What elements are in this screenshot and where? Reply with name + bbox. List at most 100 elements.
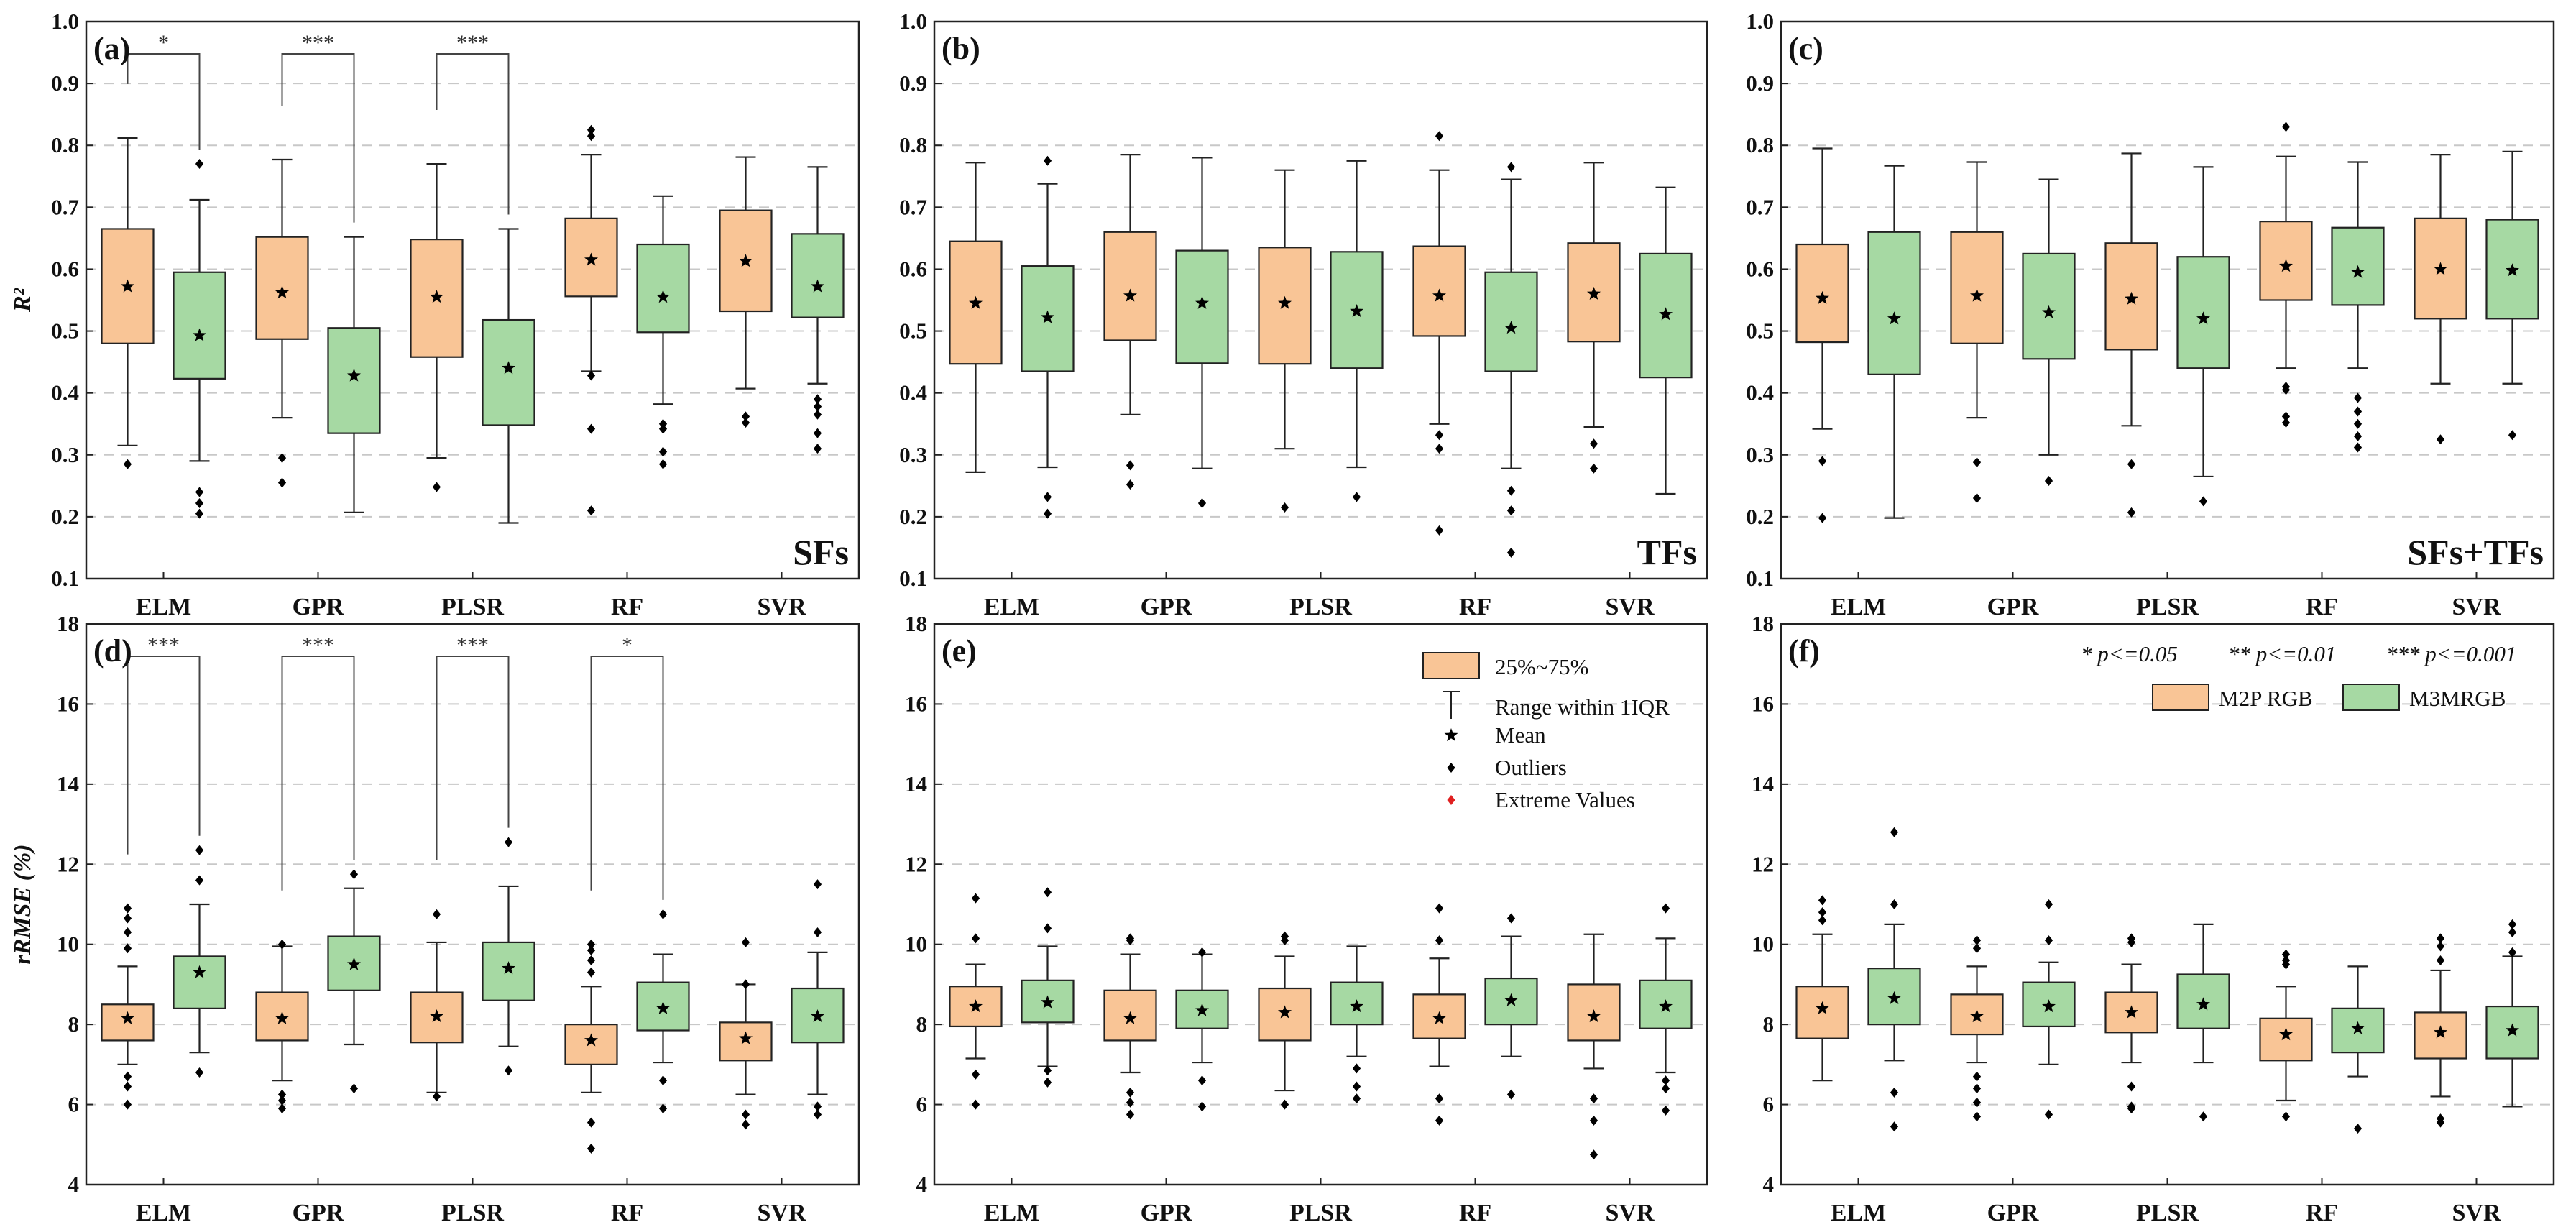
outlier-point <box>1435 1093 1444 1104</box>
outlier-point <box>1126 460 1135 471</box>
panel-tag: SFs+TFs <box>2407 532 2544 572</box>
outlier-point <box>1435 1115 1444 1126</box>
mean-marker <box>2042 999 2056 1013</box>
y-tick-label: 0.6 <box>1746 256 1774 281</box>
box-rf-m3mrgb <box>636 909 690 1114</box>
significance-bracket: * <box>590 633 664 900</box>
outlier-point <box>658 446 668 457</box>
outlier-point <box>432 1091 441 1102</box>
box-elm-m3mrgb <box>1021 155 1075 519</box>
box-gpr-m2p-rgb <box>1103 933 1157 1120</box>
mean-marker <box>1278 1005 1292 1019</box>
outlier-point <box>195 487 204 497</box>
outlier-point <box>1890 1121 1899 1132</box>
outlier-point <box>658 1075 668 1086</box>
box-plsr-m3mrgb <box>2176 923 2230 1122</box>
outlier-point <box>195 1067 204 1078</box>
y-tick-label: 0.5 <box>1746 318 1774 344</box>
y-tick-label: 0.1 <box>1746 566 1774 591</box>
y-tick-label: 0.2 <box>1746 504 1774 529</box>
y-tick-label: 0.4 <box>1746 380 1774 405</box>
box-rf-m2p-rgb <box>1412 131 1466 536</box>
y-tick-label: 0.8 <box>899 132 927 157</box>
mean-marker <box>811 1009 824 1023</box>
outlier-point <box>2353 442 2363 453</box>
mean-marker <box>1123 1011 1137 1024</box>
significance-bracket: * <box>126 31 201 150</box>
x-category-label: PLSR <box>441 594 504 620</box>
pvalue-notes: * p<=0.05 ** p<=0.01 *** p<=0.001 <box>2081 641 2516 666</box>
mean-marker <box>1195 295 1209 309</box>
series-swatch <box>2342 684 2400 711</box>
outlier-point <box>1126 479 1135 490</box>
outlier-point <box>2508 919 2517 929</box>
outlier-point <box>1435 131 1444 142</box>
outlier-point <box>2281 959 2291 970</box>
outlier-point <box>2508 430 2517 441</box>
outlier-point <box>432 909 441 919</box>
x-category-label: GPR <box>1141 594 1192 620</box>
outlier-point <box>1435 444 1444 454</box>
y-tick-label: 0.3 <box>1746 442 1774 467</box>
outlier-point <box>2281 121 2291 132</box>
significance-label: *** <box>302 633 334 657</box>
box-gpr-m3mrgb <box>327 236 381 513</box>
y-tick-label: 8 <box>916 1011 928 1037</box>
y-axis-title: rRMSE (%) <box>9 844 36 964</box>
series-legend: M2P RGB M3MRGB <box>2152 684 2506 711</box>
box-svr-m2p-rgb <box>719 937 773 1130</box>
box-svr-m3mrgb <box>791 166 845 454</box>
outlier-point <box>586 945 596 956</box>
bracket-line <box>126 53 201 150</box>
box-rf-m2p-rgb <box>2259 121 2313 428</box>
box-rf-m2p-rgb <box>564 939 618 1154</box>
y-tick-label: 0.9 <box>1746 70 1774 96</box>
outlier-point <box>349 869 359 880</box>
box-elm-m2p-rgb <box>1795 895 1849 1082</box>
outlier-point <box>1589 463 1598 474</box>
box-plsr-m2p-rgb <box>410 162 464 492</box>
x-category-label: RF <box>611 1200 643 1222</box>
outlier-point <box>586 505 596 516</box>
outlier-point <box>1506 505 1516 516</box>
y-tick-label: 0.3 <box>51 442 79 467</box>
box-rf-m3mrgb <box>636 195 690 469</box>
box-elm-m3mrgb <box>172 845 226 1078</box>
box-plsr-m3mrgb <box>1330 945 1384 1104</box>
outlier-point <box>1352 492 1361 502</box>
box-plsr-m2p-rgb <box>410 909 464 1102</box>
box-svr-m2p-rgb <box>2414 933 2467 1128</box>
outlier-point <box>741 418 750 428</box>
outlier-point <box>2436 434 2445 445</box>
outlier-point <box>1197 1101 1207 1112</box>
x-category-label: GPR <box>293 1200 344 1222</box>
bracket-line <box>436 656 510 860</box>
panel-id: (a) <box>93 31 130 66</box>
mean-marker <box>430 290 443 303</box>
box-plsr-m2p-rgb <box>1258 931 1312 1110</box>
y-tick-label: 0.6 <box>51 256 79 281</box>
y-tick-label: 1.0 <box>1746 9 1774 34</box>
mean-marker <box>1123 288 1137 302</box>
significance-bracket: *** <box>436 633 510 860</box>
outlier-point <box>1043 923 1052 934</box>
y-tick-label: 16 <box>57 691 79 716</box>
mean-marker <box>1659 999 1673 1013</box>
box-gpr-m2p-rgb <box>1950 161 2004 504</box>
y-tick-label: 0.5 <box>899 318 927 344</box>
iqr-box <box>1867 968 1921 1026</box>
outlier-point <box>813 1101 822 1112</box>
mean-marker <box>2279 259 2293 272</box>
iqr-box <box>1795 986 1849 1039</box>
mean-marker <box>2196 997 2210 1011</box>
outlier-point <box>586 124 596 135</box>
y-tick-label: 0.9 <box>51 70 79 96</box>
series-swatch <box>2152 684 2209 711</box>
outlier-point <box>2281 949 2291 960</box>
mean-marker <box>275 285 289 299</box>
significance-label: *** <box>456 31 489 55</box>
box-rf-m2p-rgb <box>1412 903 1466 1126</box>
outlier-point <box>2436 1117 2445 1128</box>
mean-marker <box>1041 310 1054 323</box>
